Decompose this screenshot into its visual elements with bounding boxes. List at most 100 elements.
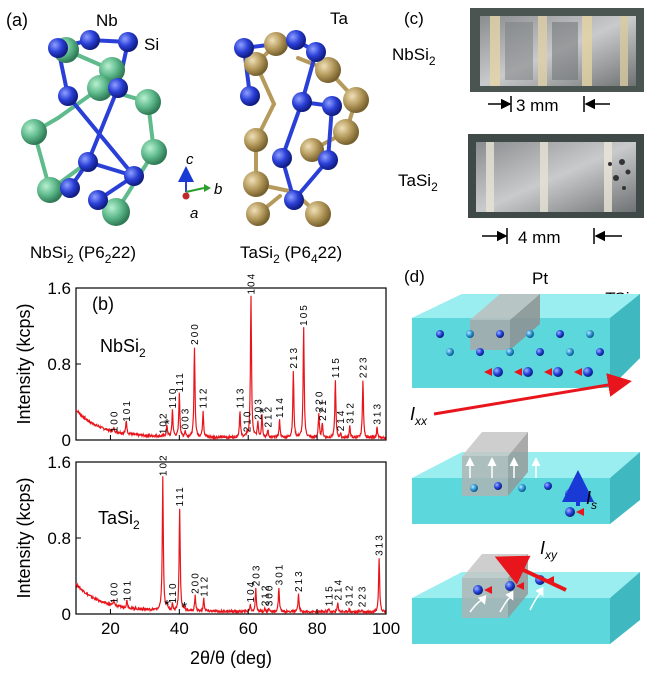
- xrd-curve-nbsi2: [75, 295, 387, 442]
- scale-nbsi2-text: 3 mm: [516, 96, 559, 115]
- ta-atom: [300, 138, 324, 162]
- si-atom: [78, 152, 98, 172]
- axis-a-label: a: [190, 205, 198, 222]
- x-tick-label: 40: [170, 619, 189, 638]
- peak-label: 212: [260, 584, 271, 607]
- photo-tasi2-name: TaSi2: [398, 171, 438, 194]
- peak-label: 223: [358, 355, 369, 378]
- tasi2-atoms: [234, 30, 369, 227]
- panel-d-label: (d): [404, 267, 425, 286]
- peak-label: 110: [168, 581, 179, 603]
- ta-label: Ta: [330, 9, 349, 28]
- peak-label: 101: [122, 579, 133, 602]
- peak-label: 111: [175, 371, 186, 392]
- peak-label: 111: [175, 485, 186, 506]
- si-atom: [60, 178, 80, 198]
- scale-tasi2-text: 4 mm: [518, 228, 561, 247]
- scale-bar-nbsi2: 3 mm: [488, 96, 610, 115]
- y-tick-label: 1.6: [47, 279, 71, 298]
- peak-label: 113: [235, 387, 246, 409]
- si-atom: [284, 190, 304, 210]
- ta-atom: [244, 52, 268, 76]
- axes-triad: c b a: [178, 151, 222, 222]
- impurity-star: *: [182, 598, 188, 614]
- axis-c-label: c: [186, 151, 194, 168]
- si-atom: [318, 150, 338, 170]
- nb-atom: [102, 198, 130, 226]
- is-label: Is: [586, 488, 597, 512]
- y-tick-label: 0: [62, 431, 71, 450]
- peak-label: 214: [333, 578, 344, 601]
- spin-row-bottom: [484, 367, 593, 377]
- si-atom: [272, 148, 292, 168]
- spins-slab-1: [436, 330, 604, 377]
- si-atom: [118, 32, 138, 52]
- ta-atom: [343, 87, 369, 113]
- peak-label: 210: [242, 410, 253, 433]
- impurity-star: *: [164, 416, 170, 432]
- ixy-label: Ixy: [540, 538, 558, 562]
- nb-atom: [21, 119, 47, 145]
- peak-label: 115: [331, 356, 342, 378]
- ta-atom: [315, 57, 341, 83]
- si-atom: [306, 42, 326, 62]
- peak-label: 220: [314, 390, 325, 413]
- panel-a: (a): [6, 9, 369, 266]
- pt-label: Pt: [532, 269, 548, 288]
- tasi2-formula: TaSi2 (P6422): [240, 243, 342, 266]
- ta-atom: [246, 202, 270, 226]
- y-tick-label: 0.8: [47, 355, 71, 374]
- ta-atom: [264, 32, 288, 56]
- si-atom: [48, 38, 68, 58]
- x-tick-label: 80: [308, 619, 327, 638]
- panel-c-label: (c): [404, 9, 424, 28]
- panel-d: (d) Pt TSi2: [404, 267, 640, 644]
- si-atom: [240, 86, 260, 106]
- photo-nbsi2: [470, 8, 644, 92]
- peak-label: 100: [109, 410, 120, 433]
- si-atom: [88, 190, 108, 210]
- y-axis-label-tasi2: Intensity (kcps): [14, 477, 34, 598]
- peak-label: 203: [251, 564, 262, 587]
- peak-label: 115: [324, 584, 335, 606]
- current-ixy-arrow: [494, 555, 567, 592]
- si-atom: [58, 86, 78, 106]
- si-label: Si: [144, 35, 159, 54]
- si-atom: [286, 30, 306, 50]
- spin-row: [436, 330, 604, 356]
- peak-label: 112: [199, 387, 210, 409]
- peak-label: 102: [158, 453, 169, 476]
- y-tick-label: 0: [62, 605, 71, 624]
- si-atom: [108, 78, 128, 98]
- peak-label: 112: [199, 575, 210, 597]
- photo-nbsi2-name: NbSi2: [392, 45, 436, 68]
- x-tick-label: 20: [101, 619, 120, 638]
- axis-b-label: b: [214, 181, 222, 198]
- peak-label: 313: [375, 533, 386, 556]
- peak-label: 200: [191, 571, 202, 594]
- y-tick-label: 0.8: [47, 529, 71, 548]
- y-tick-label: 1.6: [47, 453, 71, 472]
- pt-strip-top: [470, 294, 540, 320]
- current-ixx-arrow: [433, 373, 632, 416]
- panel-a-label: (a): [6, 10, 28, 30]
- peak-label: 212: [263, 405, 274, 428]
- peak-label: 101: [122, 399, 133, 422]
- peak-label: 301: [274, 563, 285, 586]
- peak-label: 100: [109, 581, 120, 604]
- si-atom: [292, 92, 312, 112]
- sample-label-nbsi2: NbSi2: [100, 336, 146, 360]
- ta-atom: [244, 128, 268, 152]
- peak-label: 300: [264, 584, 275, 607]
- peak-label: 214: [336, 409, 347, 432]
- sample-label-tasi2: TaSi2: [98, 508, 140, 532]
- peak-label: 213: [289, 346, 300, 369]
- impurity-star: *: [164, 596, 170, 612]
- peak-label: 110: [168, 387, 179, 409]
- slab-3: [412, 554, 640, 644]
- panel-c: (c) NbSi2 3 mm TaSi2: [392, 8, 644, 247]
